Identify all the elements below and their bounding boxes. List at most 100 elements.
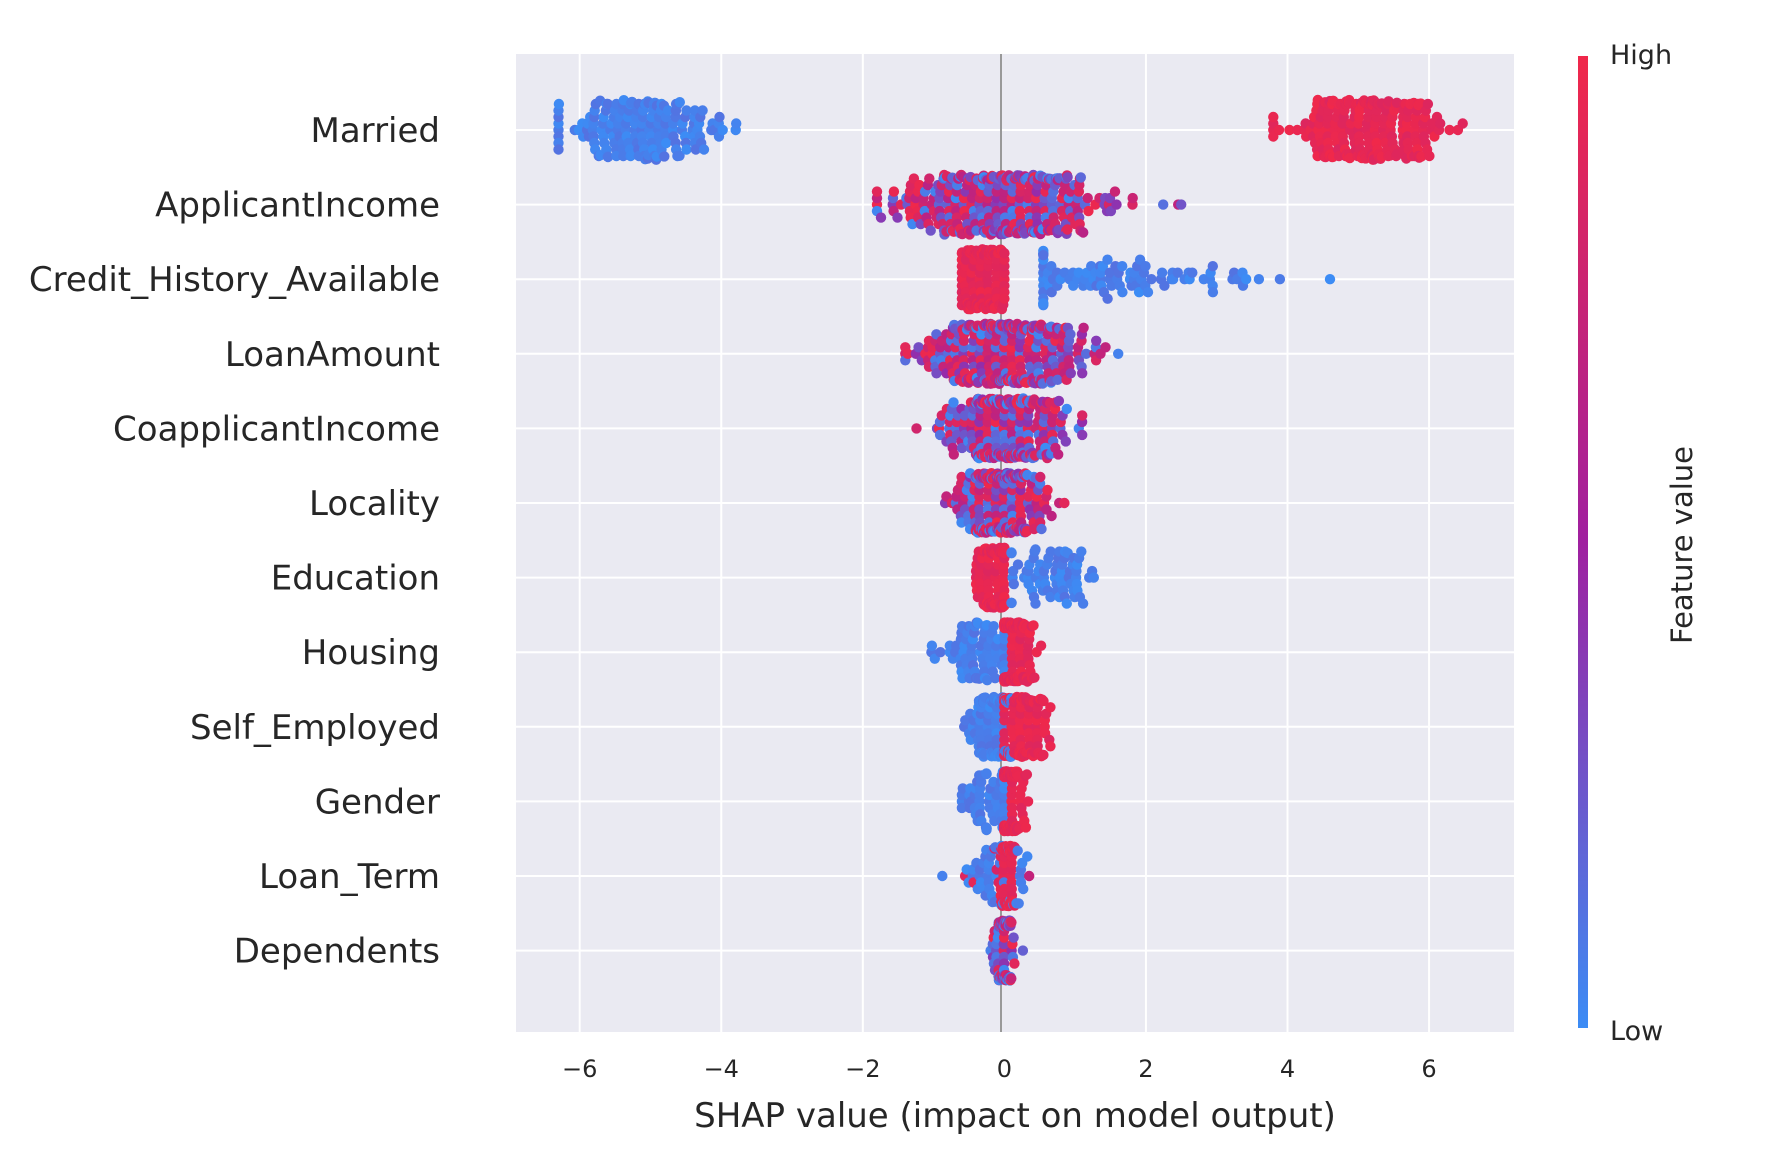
shap-point (1159, 280, 1170, 291)
shap-point (875, 212, 887, 223)
shap-point (913, 342, 924, 353)
shap-point (1324, 274, 1336, 285)
shap-point (1012, 845, 1023, 856)
shap-point (1075, 172, 1087, 183)
shap-point (698, 144, 710, 155)
shap-point (1022, 796, 1034, 807)
shap-point (1013, 898, 1024, 909)
shap-point (1073, 267, 1085, 278)
shap-point (714, 111, 725, 123)
shap-point (1117, 287, 1128, 298)
feature-label: Credit_History_Available (29, 260, 440, 300)
shap-point (1133, 287, 1145, 298)
shap-point (999, 248, 1010, 259)
shap-point (925, 225, 936, 236)
x-axis-title: SHAP value (impact on model output) (694, 1096, 1336, 1136)
shap-point (982, 675, 993, 686)
shap-point (1060, 436, 1072, 447)
shap-point (871, 186, 883, 197)
shap-point (1008, 932, 1019, 943)
shap-point (674, 150, 685, 161)
shap-point (1241, 274, 1252, 285)
shap-point (1156, 267, 1168, 278)
shap-point (1416, 151, 1427, 162)
shap-point (1053, 449, 1064, 460)
shap-point (1017, 945, 1029, 956)
shap-point (1038, 250, 1049, 261)
colorbar (1578, 56, 1588, 1028)
shap-point (1273, 124, 1285, 136)
shap-point (1111, 199, 1122, 210)
feature-label: Self_Employed (190, 708, 440, 748)
shap-point (1253, 274, 1265, 285)
feature-label: Married (311, 111, 440, 151)
shap-point (661, 137, 672, 149)
shap-point (948, 449, 959, 460)
shap-point (618, 150, 629, 162)
shap-point (956, 471, 967, 483)
shap-point (934, 429, 946, 441)
shap-point (1045, 702, 1056, 713)
shap-point (1158, 199, 1169, 210)
shap-point (1424, 150, 1435, 162)
feature-label: Locality (309, 484, 440, 524)
feature-labels: Married ApplicantIncome Credit_History_Ava… (29, 111, 440, 972)
shap-point (1274, 274, 1286, 285)
shap-point (1009, 958, 1020, 969)
shap-point (902, 348, 913, 359)
shap-point (1021, 769, 1033, 780)
shap-point (1077, 368, 1088, 379)
shap-point (956, 442, 968, 454)
shap-point (1109, 186, 1121, 197)
x-tick-label: −2 (845, 1055, 880, 1083)
shap-point (1078, 227, 1089, 238)
shap-point (948, 397, 959, 408)
shap-point (1284, 124, 1295, 136)
x-tick-label: 0 (997, 1055, 1012, 1083)
shap-point (1102, 254, 1113, 265)
shap-point (1268, 111, 1279, 123)
shap-point (1053, 395, 1065, 407)
shap-point (1036, 523, 1047, 535)
x-tick-label: −4 (704, 1055, 739, 1083)
shap-point (1077, 410, 1088, 421)
shap-point (1008, 578, 1019, 590)
shap-point (1172, 267, 1184, 278)
colorbar-high-label: High (1610, 40, 1672, 71)
shap-point (1207, 287, 1219, 298)
shap-point (1187, 267, 1198, 278)
feature-label: Loan_Term (259, 857, 440, 897)
shap-point (1142, 287, 1154, 298)
shap-point (1006, 597, 1017, 609)
shap-point (1059, 497, 1070, 509)
shap-point (911, 423, 922, 434)
shap-point (662, 105, 674, 116)
shap-point (681, 105, 692, 116)
shap-point (674, 97, 685, 108)
shap-point (1100, 342, 1111, 353)
shap-point (553, 98, 565, 110)
shap-point (1102, 293, 1113, 304)
shap-point (1018, 883, 1029, 895)
shap-point (1061, 403, 1073, 415)
shap-point (1038, 695, 1049, 707)
shap-point (924, 173, 935, 184)
shap-point (1077, 598, 1089, 609)
x-tick-label: −6 (562, 1055, 597, 1083)
shap-point (659, 151, 670, 162)
feature-label: Dependents (234, 932, 440, 972)
shap-point (1127, 192, 1138, 204)
shap-point (1045, 741, 1056, 752)
shap-point (1035, 640, 1047, 651)
shap-point (1083, 205, 1094, 217)
feature-label: Education (271, 559, 440, 599)
shap-point (1422, 98, 1434, 110)
shap-point (1006, 917, 1017, 928)
shap-point (981, 823, 992, 834)
shap-point (1046, 510, 1057, 522)
colorbar-low-label: Low (1610, 1016, 1663, 1047)
shap-point (1045, 546, 1056, 557)
shap-point (981, 768, 992, 780)
feature-label: CoapplicantIncome (113, 409, 440, 449)
